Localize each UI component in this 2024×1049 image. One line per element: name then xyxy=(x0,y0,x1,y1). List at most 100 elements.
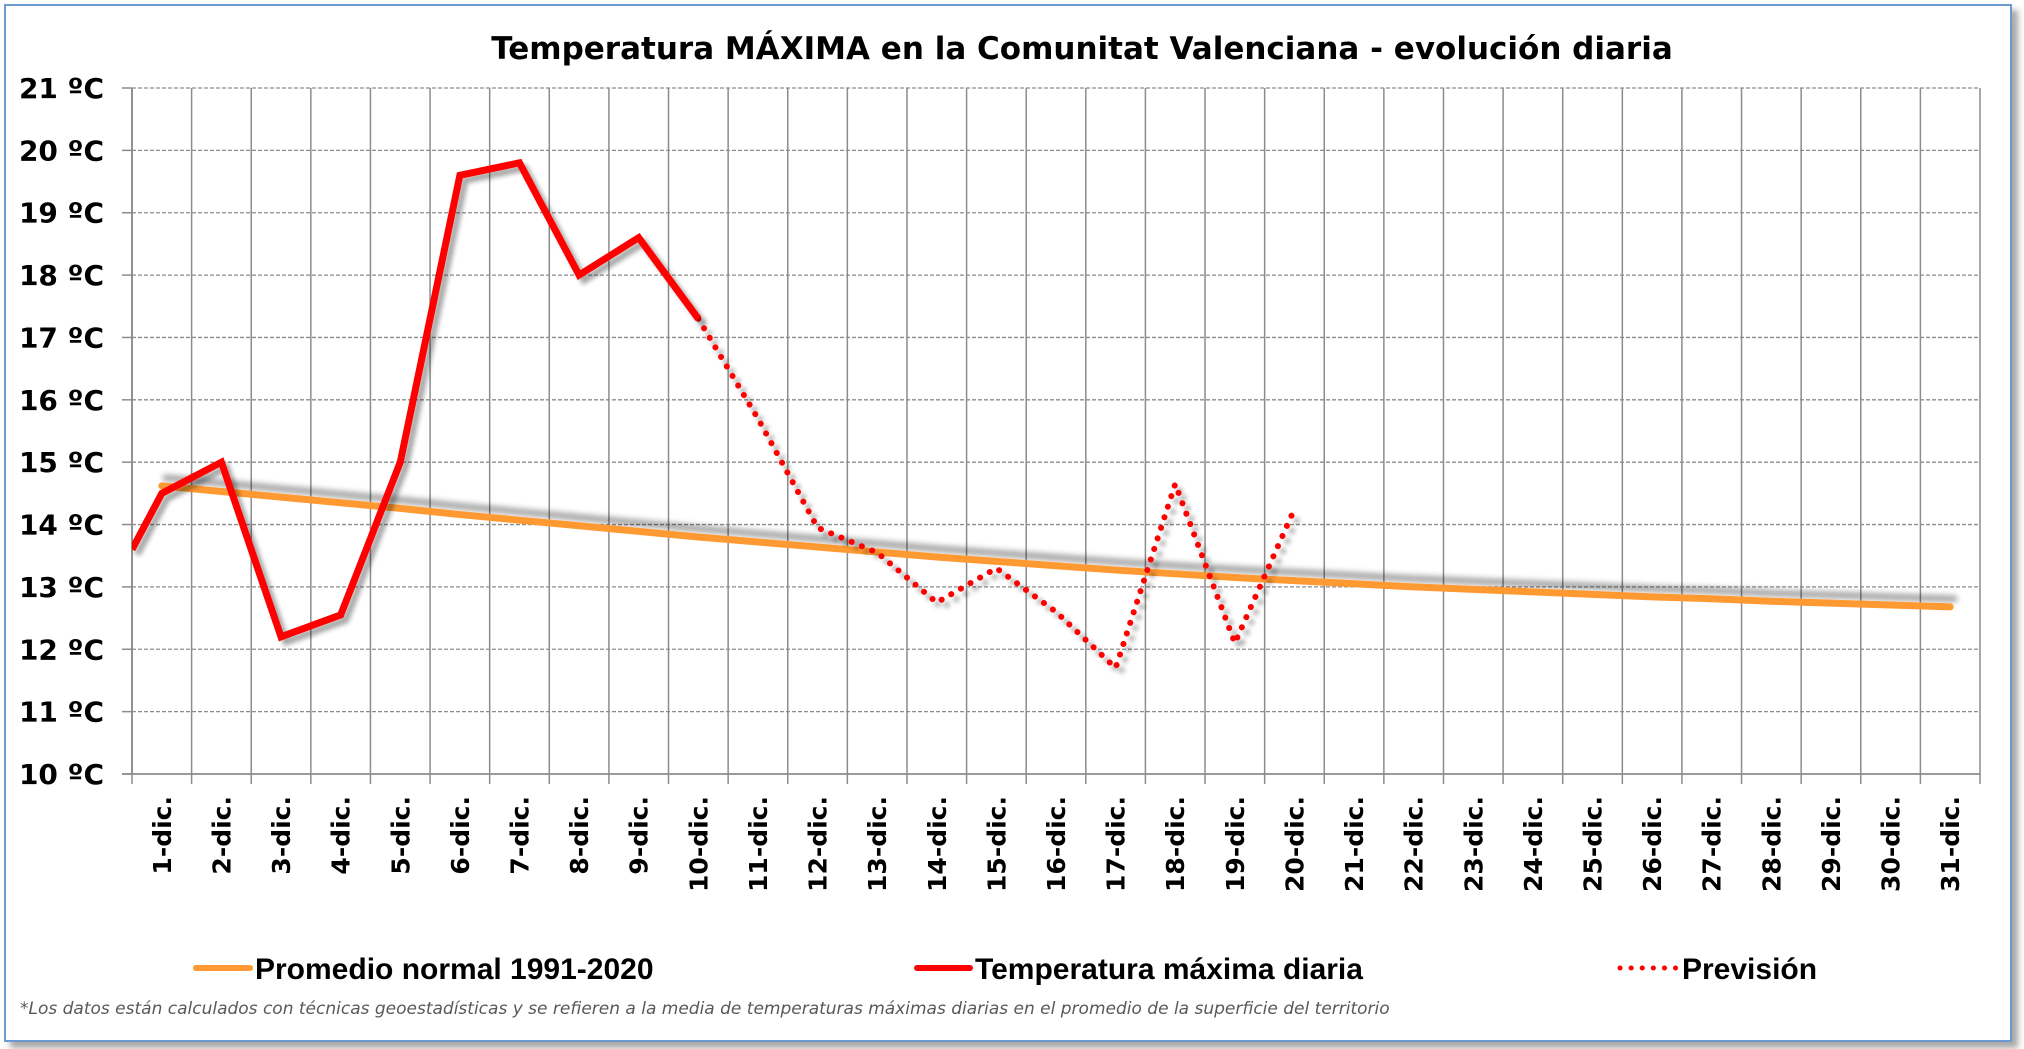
y-tick-label: 12 ºC xyxy=(19,633,104,666)
x-tick-label: 1-dic. xyxy=(148,796,177,875)
x-tick-label: 28-dic. xyxy=(1757,796,1786,892)
x-tick-label: 6-dic. xyxy=(446,796,475,875)
x-tick-label: 11-dic. xyxy=(744,796,773,892)
data-point-average xyxy=(1649,594,1655,600)
data-point-average xyxy=(993,558,999,564)
x-tick-label: 25-dic. xyxy=(1579,796,1608,892)
chart-frame xyxy=(4,4,2012,1042)
data-point-observed xyxy=(278,634,284,640)
data-point-observed xyxy=(338,612,344,618)
x-tick-label: 12-dic. xyxy=(804,796,833,892)
data-point-average xyxy=(1172,571,1178,577)
legend: Promedio normal 1991-2020 Temperatura má… xyxy=(193,953,1817,986)
series-line-average xyxy=(158,482,1954,611)
y-tick-label: 15 ºC xyxy=(19,446,104,479)
y-tick-label: 19 ºC xyxy=(19,197,104,230)
y-tick-label: 10 ºC xyxy=(19,758,104,791)
x-tick-label: 10-dic. xyxy=(684,796,713,892)
data-point-forecast xyxy=(993,565,999,571)
x-tick-label: 29-dic. xyxy=(1817,796,1846,892)
footnote: *Los datos están calculados con técnicas… xyxy=(20,999,1390,1019)
data-point-forecast xyxy=(934,600,940,606)
data-point-average xyxy=(934,554,940,560)
data-point-forecast xyxy=(1053,609,1059,615)
data-point-average xyxy=(457,512,463,518)
legend-label-average: Promedio normal 1991-2020 xyxy=(255,953,654,986)
x-tick-label: 20-dic. xyxy=(1280,796,1309,892)
y-tick-label: 11 ºC xyxy=(19,696,104,729)
data-point-forecast xyxy=(1172,481,1178,487)
y-tick-label: 13 ºC xyxy=(19,571,104,604)
x-tick-label: 13-dic. xyxy=(863,796,892,892)
x-tick-label: 7-dic. xyxy=(505,796,534,875)
data-point-average xyxy=(636,528,642,534)
data-point-average xyxy=(1232,575,1238,581)
data-point-observed xyxy=(636,235,642,241)
x-tick-label: 3-dic. xyxy=(267,796,296,875)
data-point-average xyxy=(1291,578,1297,584)
x-tick-label: 4-dic. xyxy=(327,796,356,875)
gridlines xyxy=(131,87,1981,774)
data-point-average xyxy=(1768,598,1774,604)
data-point-observed xyxy=(576,272,582,278)
data-point-observed xyxy=(397,459,403,465)
data-point-forecast xyxy=(1113,665,1119,671)
data-point-observed xyxy=(218,459,224,465)
x-tick-label: 23-dic. xyxy=(1459,796,1488,892)
data-point-average xyxy=(1053,563,1059,569)
x-tick-label: 5-dic. xyxy=(386,796,415,875)
series-line-forecast xyxy=(695,315,1298,671)
data-point-average xyxy=(576,523,582,529)
data-point-average xyxy=(1709,596,1715,602)
data-point-average xyxy=(278,494,284,500)
data-point-average xyxy=(159,483,165,489)
x-tick-label: 8-dic. xyxy=(565,796,594,875)
legend-item-observed[interactable]: Temperatura máxima diaria xyxy=(914,953,1363,986)
data-point-average xyxy=(755,539,761,545)
data-point-average xyxy=(1590,591,1596,597)
x-tick-label: 18-dic. xyxy=(1161,796,1190,892)
legend-label-forecast: Previsión xyxy=(1682,953,1817,986)
x-tick-label: 21-dic. xyxy=(1340,796,1369,892)
data-point-observed xyxy=(159,490,165,496)
y-tick-label: 17 ºC xyxy=(19,321,104,354)
legend-item-forecast[interactable]: Previsión xyxy=(1617,953,1817,986)
series-group xyxy=(132,158,1954,671)
data-point-average xyxy=(516,517,522,523)
y-tick-label: 14 ºC xyxy=(19,509,104,542)
data-point-observed xyxy=(516,160,522,166)
data-point-average xyxy=(1411,584,1417,590)
legend-item-average[interactable]: Promedio normal 1991-2020 xyxy=(193,953,654,986)
x-axis: 1-dic. 2-dic. 3-dic. 4-dic. 5-dic. 6-dic. 7-di… xyxy=(122,773,1981,892)
y-tick-label: 18 ºC xyxy=(19,259,104,292)
data-point-average xyxy=(1470,586,1476,592)
x-tick-label: 2-dic. xyxy=(207,796,236,875)
x-tick-label: 17-dic. xyxy=(1102,796,1131,892)
data-point-average xyxy=(1530,589,1536,595)
data-point-forecast xyxy=(815,525,821,531)
data-point-forecast xyxy=(1291,506,1297,512)
legend-label-observed: Temperatura máxima diaria xyxy=(975,953,1363,986)
data-point-average xyxy=(1888,602,1894,608)
x-tick-label: 15-dic. xyxy=(982,796,1011,892)
data-point-forecast xyxy=(874,550,880,556)
y-tick-label: 16 ºC xyxy=(19,384,104,417)
x-tick-label: 30-dic. xyxy=(1877,796,1906,892)
data-point-average xyxy=(1113,567,1119,573)
data-point-average xyxy=(1947,604,1953,610)
x-tick-label: 14-dic. xyxy=(923,796,952,892)
data-point-average xyxy=(1828,600,1834,606)
series-forecast xyxy=(695,315,1298,671)
data-point-average xyxy=(218,488,224,494)
data-point-average xyxy=(338,500,344,506)
data-point-average xyxy=(815,544,821,550)
series-line-observed xyxy=(132,158,702,642)
x-tick-label: 19-dic. xyxy=(1221,796,1250,892)
y-tick-label: 20 ºC xyxy=(19,134,104,167)
chart-title: Temperatura MÁXIMA en la Comunitat Valen… xyxy=(491,31,1673,67)
x-tick-label: 31-dic. xyxy=(1936,796,1965,892)
data-point-forecast xyxy=(755,416,761,422)
data-point-forecast xyxy=(695,316,701,322)
x-tick-label: 22-dic. xyxy=(1400,796,1429,892)
